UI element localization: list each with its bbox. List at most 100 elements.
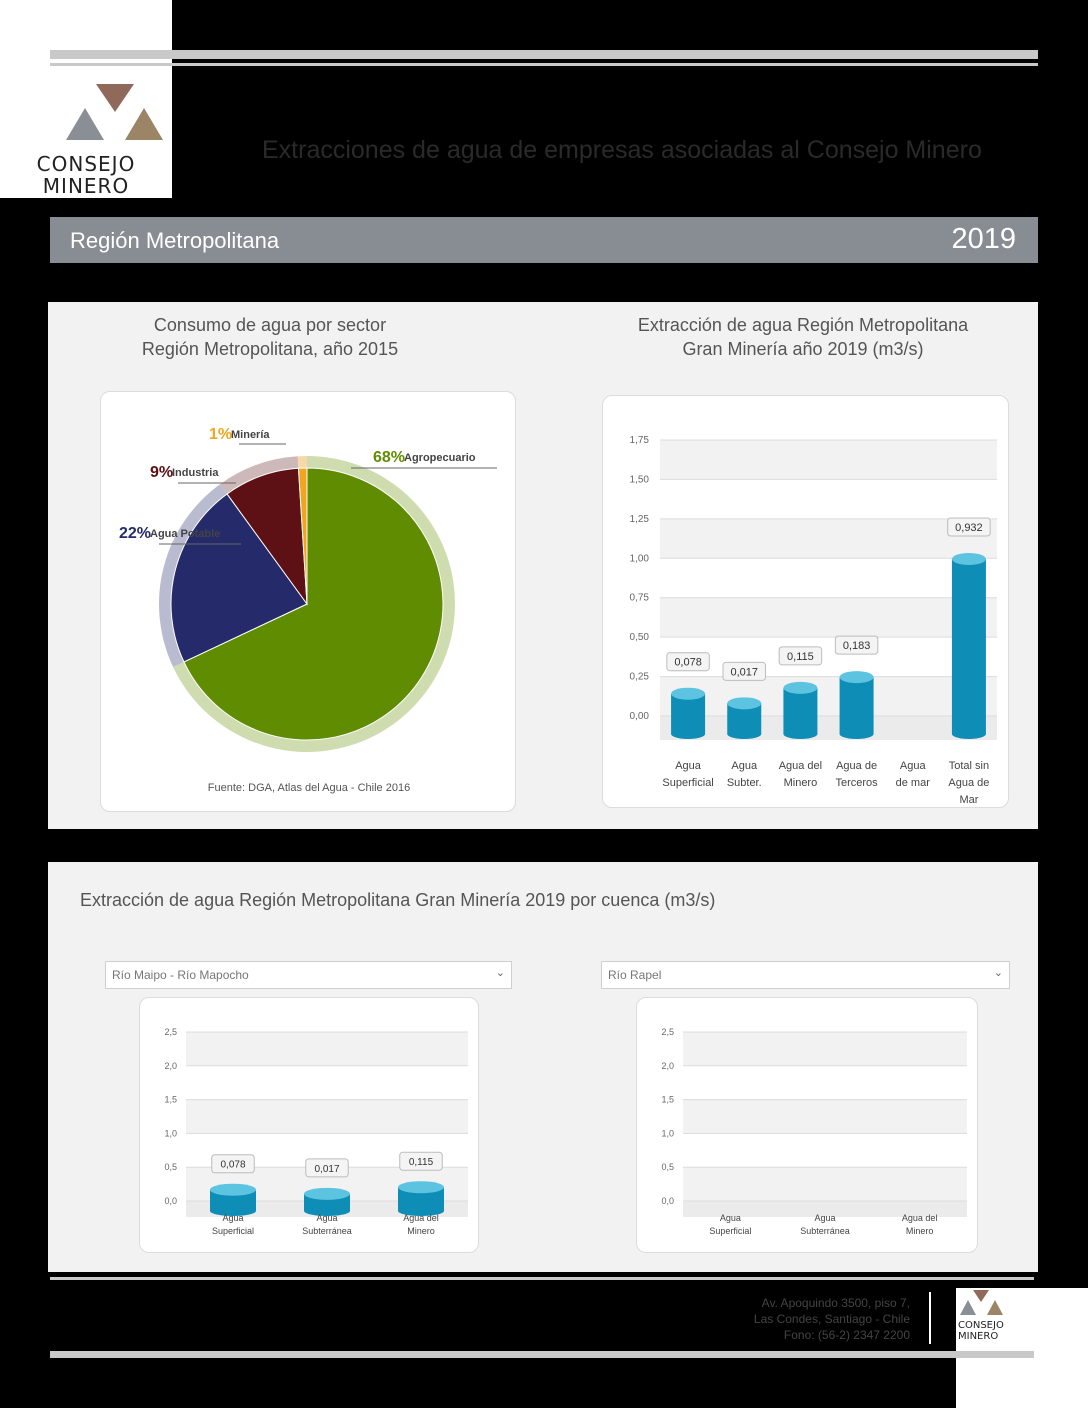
data-label-box	[666, 652, 710, 672]
y-tick-label: 1,0	[164, 1128, 177, 1138]
bar	[783, 687, 818, 734]
pie-pct-label: 1%	[209, 426, 232, 443]
page-title: Extracciones de agua de empresas asociad…	[262, 136, 982, 164]
header-rule-thick	[50, 50, 1038, 59]
footer-divider	[929, 1292, 931, 1344]
chevron-down-icon: ⌄	[495, 967, 505, 979]
plot-base	[683, 1201, 967, 1217]
region-year: 2019	[951, 223, 1016, 255]
bar-top	[727, 697, 762, 710]
grid-band	[660, 440, 997, 480]
y-tick-label: 0,50	[630, 632, 650, 643]
x-category-label: Agua	[731, 760, 758, 772]
data-label-box	[722, 661, 766, 681]
y-tick-label: 2,0	[661, 1061, 674, 1071]
footer-rule-top	[50, 1277, 1034, 1280]
pie-pct-label: 68%	[373, 449, 405, 466]
data-label: 0,115	[409, 1157, 434, 1168]
x-category-label: de mar	[896, 777, 931, 789]
basin-select-right[interactable]: Río Rapel ⌄	[601, 961, 1010, 989]
bar-top	[783, 681, 818, 694]
data-label: 0,078	[220, 1160, 245, 1171]
y-tick-label: 2,5	[661, 1027, 674, 1037]
data-label-box	[778, 646, 823, 666]
pie-slice	[170, 493, 308, 663]
grid-band	[186, 1032, 468, 1066]
y-tick-label: 0,0	[164, 1196, 177, 1206]
data-label-box	[399, 1151, 443, 1171]
logo-text-line1: CONSEJO	[36, 152, 136, 176]
x-category-label: Agua	[900, 760, 927, 772]
x-category-label: Minero	[407, 1226, 435, 1236]
y-tick-label: 0,75	[630, 593, 650, 604]
footer-logo-line2: MINERO	[958, 1331, 999, 1342]
basin-select-left[interactable]: Río Maipo - Río Mapocho ⌄	[105, 961, 512, 989]
footer-address-line3: Fono: (56-2) 2347 2200	[783, 1328, 910, 1342]
pie-pct-label: 22%	[119, 525, 151, 542]
y-tick-label: 0,00	[630, 711, 650, 722]
bar-chart-title: Extracción de agua Región Metropolitana …	[593, 313, 1013, 361]
bar	[398, 1187, 444, 1211]
x-category-label: Agua de	[948, 777, 989, 789]
top-panel: Consumo de agua por sector Región Metrop…	[48, 302, 1038, 829]
grid-band	[683, 1167, 967, 1201]
grid-band	[186, 1099, 468, 1134]
bar-top	[304, 1187, 350, 1200]
basin-select-right-value: Río Rapel	[608, 968, 662, 982]
y-tick-label: 1,25	[630, 514, 650, 525]
pie-source: Fuente: DGA, Atlas del Agua - Chile 2016	[207, 782, 411, 794]
bar	[839, 677, 874, 734]
grid-band	[683, 1099, 967, 1134]
footer-address-line2: Las Condes, Santiago - Chile	[753, 1312, 910, 1326]
logo-text-line2: MINERO	[42, 174, 130, 198]
basin-panel: Extracción de agua Región Metropolitana …	[48, 862, 1038, 1272]
bar	[951, 559, 986, 734]
pie-slice-label: Industria	[172, 467, 219, 479]
bar-base	[304, 1206, 350, 1216]
data-label-box	[947, 517, 991, 537]
pie-slice	[297, 467, 308, 605]
bar-top	[951, 553, 986, 566]
basin-select-left-value: Río Maipo - Río Mapocho	[112, 968, 249, 982]
data-label-box	[211, 1154, 255, 1174]
grid-band	[660, 676, 997, 716]
x-category-label: Minero	[906, 1226, 934, 1236]
pie-chart-title: Consumo de agua por sector Región Metrop…	[68, 313, 472, 361]
bar-chart-card: 0,00 0,25 0,50 0,75 1,00 1,25 1,50 1,75 0,078 Agu…	[602, 395, 1009, 808]
header-rule-thin	[50, 63, 1038, 66]
bar-top	[671, 687, 706, 700]
bar-top	[839, 671, 874, 684]
bar-base	[671, 729, 706, 739]
grid-band	[683, 1032, 967, 1066]
footer-logo-line1: CONSEJO	[958, 1320, 1004, 1331]
data-label-box	[834, 635, 879, 655]
logo-mark-icon	[66, 84, 163, 140]
footer-logo: CONSEJO MINERO	[956, 1288, 1088, 1408]
x-category-label: Agua de	[836, 760, 877, 772]
y-tick-label: 0,0	[661, 1196, 674, 1206]
bar-base	[951, 729, 986, 739]
bar-base	[783, 729, 818, 739]
x-category-label: Agua del	[779, 760, 822, 772]
data-label: 0,078	[674, 657, 702, 669]
x-category-label: Agua	[222, 1213, 243, 1223]
x-category-label: Terceros	[835, 777, 878, 789]
data-label: 0,932	[955, 522, 983, 534]
x-category-label: Agua	[720, 1213, 741, 1223]
basin-bar-chart-right: 0,0 0,5 1,0 1,5 2,0 2,5 Agua Superficial Agua Sub…	[661, 1027, 967, 1236]
data-label: 0,115	[787, 651, 814, 663]
bar-top	[210, 1183, 256, 1196]
region-bar: Región Metropolitana 2019	[50, 217, 1038, 263]
y-tick-label: 0,5	[661, 1162, 674, 1172]
basin-chart-title: Extracción de agua Región Metropolitana …	[80, 890, 716, 910]
footer-rule-bottom	[50, 1351, 1034, 1358]
pie-slice-label: Agropecuario	[404, 452, 476, 464]
pie-slice-label: Minería	[231, 429, 270, 441]
bar-base	[727, 729, 762, 739]
bar-top	[398, 1181, 444, 1194]
basin-chart-card-left: 0,0 0,5 1,0 1,5 2,0 2,5 0,078 Agua Superficial 0,…	[139, 997, 479, 1253]
x-category-label: Agua	[316, 1213, 337, 1223]
y-tick-label: 1,00	[630, 553, 650, 564]
bar-base	[210, 1206, 256, 1216]
x-category-label: Agua del	[403, 1213, 439, 1223]
